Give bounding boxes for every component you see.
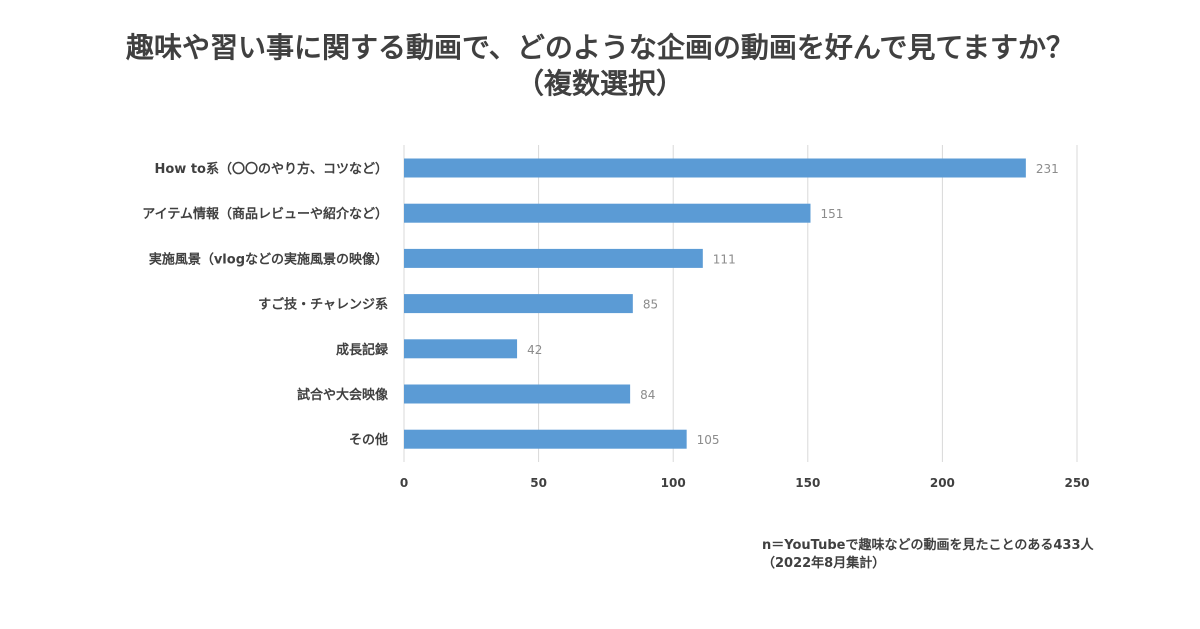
bar	[404, 429, 687, 449]
x-tick-label: 100	[661, 476, 686, 490]
chart-title-line-1: 趣味や習い事に関する動画で、どのような企画の動画を好んで見てますか？	[125, 31, 1075, 64]
bar	[404, 158, 1026, 178]
category-label: アイテム情報（商品レビューや紹介など）	[142, 206, 388, 222]
x-tick-label: 250	[1064, 476, 1089, 490]
data-label: 151	[820, 207, 843, 221]
category-label: 成長記録	[336, 342, 389, 358]
footnote-date: （2022年8月集計）	[762, 556, 886, 571]
data-label: 231	[1036, 162, 1059, 176]
chart-title-line-2: （複数選択）	[515, 67, 684, 100]
bar	[404, 248, 703, 268]
bar	[404, 384, 631, 404]
data-label: 42	[527, 343, 542, 357]
category-label: 実施風景（vlogなどの実施風景の映像）	[149, 251, 388, 267]
x-tick-label: 50	[530, 476, 547, 490]
data-label: 84	[640, 388, 655, 402]
footnote-sample-size: n＝YouTubeで趣味などの動画を見たことのある433人	[762, 538, 1094, 553]
category-label: How to系（〇〇のやり方、コツなど）	[155, 161, 389, 177]
chart-title: 趣味や習い事に関する動画で、どのような企画の動画を好んで見てますか？ （複数選択…	[0, 30, 1200, 102]
bar	[404, 339, 518, 359]
data-label: 105	[697, 433, 720, 447]
labels: 0 50 100 150 200 250 How to系（〇〇のやり方、コツなど） 231 アイ…	[142, 161, 1089, 490]
category-label: その他	[349, 432, 388, 448]
x-tick-label: 200	[930, 476, 955, 490]
x-tick-label: 0	[400, 476, 408, 490]
bars	[404, 158, 1026, 449]
data-label: 111	[713, 252, 736, 266]
bar	[404, 203, 811, 223]
category-label: 試合や大会映像	[297, 387, 389, 403]
data-label: 85	[643, 298, 658, 312]
x-tick-label: 150	[795, 476, 820, 490]
category-label: すご技・チャレンジ系	[258, 297, 388, 313]
bar	[404, 294, 633, 314]
footnote: n＝YouTubeで趣味などの動画を見たことのある433人 （2022年8月集計…	[762, 537, 1094, 573]
